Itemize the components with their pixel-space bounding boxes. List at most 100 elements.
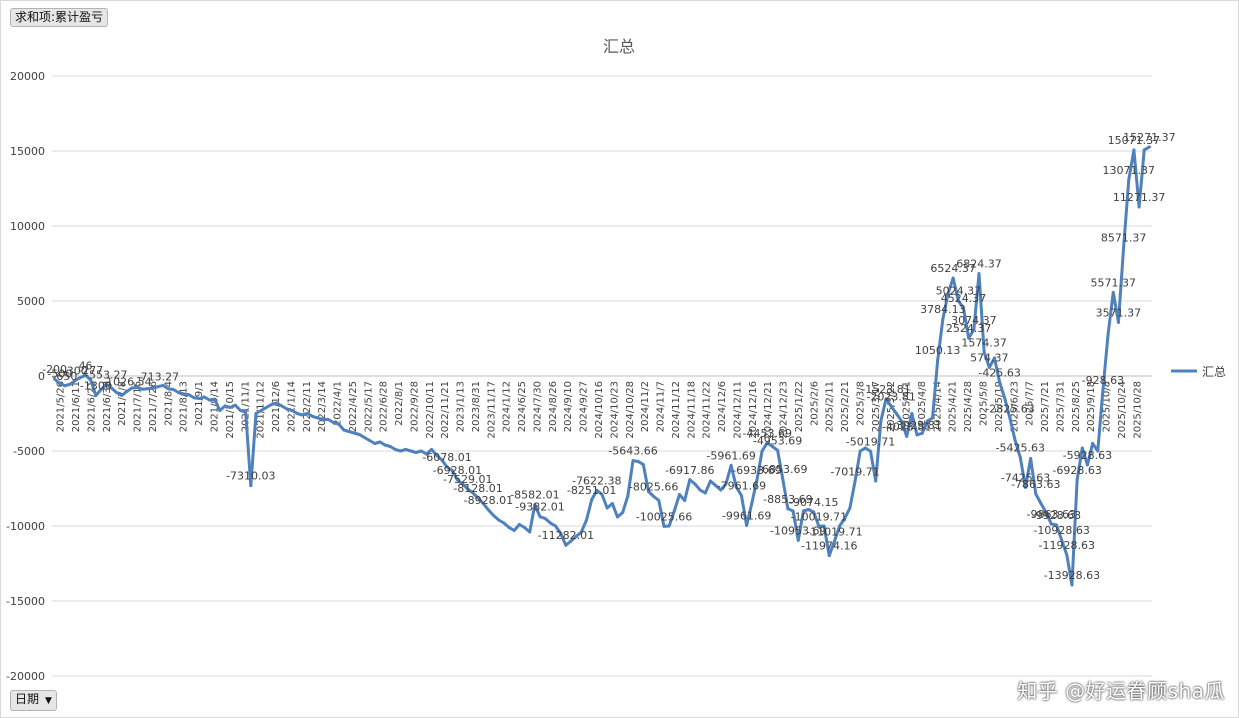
data-label: -5643.66	[608, 445, 657, 458]
series-segment	[1101, 332, 1110, 392]
series-segment	[528, 503, 537, 534]
x-tick-label: 2025/2/21	[840, 381, 851, 432]
series-segment	[667, 509, 676, 528]
data-label: -8853.69	[763, 493, 812, 506]
x-tick-label: 2022/1/14	[286, 381, 297, 432]
x-tick-label: 2025/3/8	[855, 381, 866, 426]
series-segment	[1023, 457, 1033, 489]
x-tick-label: 2025/7/31	[1055, 381, 1066, 432]
x-tick-label: 2022/2/11	[302, 381, 313, 432]
data-label: -13928.63	[1044, 569, 1100, 582]
data-label: -5425.63	[996, 441, 1045, 454]
series-segment	[874, 419, 883, 483]
data-label: -9928.63	[1032, 509, 1081, 522]
data-label: -10928.63	[1033, 524, 1089, 537]
data-label: -10953.69	[770, 524, 826, 537]
series-segment	[585, 498, 594, 522]
series-segment	[450, 469, 459, 482]
series-segment	[982, 350, 991, 369]
series-segment	[554, 524, 563, 535]
series-segment	[920, 419, 929, 435]
x-tick-label: 2022/8/1	[394, 381, 405, 426]
series-segment	[89, 378, 98, 397]
series-segment	[213, 397, 222, 412]
dropdown-arrow-icon: ▼	[45, 696, 52, 706]
x-tick-label: 2024/12/11	[732, 381, 743, 439]
gridlines	[52, 75, 1152, 677]
series-segment	[832, 524, 842, 543]
data-label: -9382.01	[515, 501, 564, 514]
y-tick-label: 10000	[10, 220, 45, 233]
data-label: -5928.63	[1063, 449, 1112, 462]
x-tick-label: 2021/10/15	[225, 381, 236, 439]
x-tick-label: 2025/9/18	[1086, 381, 1097, 432]
x-tick-label: 2022/6/28	[379, 381, 390, 432]
x-tick-label: 2025/4/14	[932, 381, 943, 432]
date-field-button[interactable]: 日期 ▼	[10, 690, 57, 711]
x-tick-label: 2021/12/6	[271, 381, 282, 432]
data-label: -8128.01	[453, 482, 502, 495]
x-tick-label: 2023/1/13	[456, 381, 467, 432]
x-tick-label: 2021/8/4	[163, 381, 174, 426]
series-segment	[936, 317, 945, 362]
value-field-button[interactable]: 求和项:累计盈亏	[10, 8, 109, 27]
x-tick-label: 2022/11/21	[440, 381, 451, 439]
data-label: 3571.37	[1096, 306, 1142, 319]
data-label: -9863.63	[1027, 508, 1076, 521]
data-label: -6917.86	[665, 464, 714, 477]
x-tick-label: 2024/12/6	[717, 381, 728, 432]
series-segment	[796, 509, 805, 542]
x-tick-label: 2025/2/6	[809, 381, 820, 426]
x-tick-label: 2025/8/25	[1071, 381, 1082, 432]
series-segment	[1039, 502, 1048, 514]
data-label: -8928.01	[464, 494, 513, 507]
data-label: 11271.37	[1113, 191, 1166, 204]
data-label: -10025.66	[636, 510, 692, 523]
series-segment	[1013, 439, 1022, 459]
data-label: -9961.69	[722, 509, 771, 522]
data-label: 8571.37	[1101, 231, 1147, 244]
y-tick-label: 15000	[10, 145, 45, 158]
series-segment	[941, 292, 950, 321]
series-segment	[745, 502, 754, 527]
data-label: -200	[42, 363, 67, 376]
data-label: -11282.01	[538, 529, 594, 542]
series-segment	[533, 503, 542, 519]
series-segment	[760, 441, 769, 453]
data-label: 6524.37	[930, 262, 976, 275]
data-label: -7863.63	[1011, 478, 1060, 491]
data-label: -2023.81	[866, 390, 915, 403]
y-tick-label: 0	[38, 370, 45, 383]
x-tick-label: 2024/8/26	[548, 381, 559, 432]
series-segment	[244, 410, 253, 488]
x-tick-label: 2021/9/14	[209, 381, 220, 432]
legend-label: 汇总	[1202, 365, 1226, 379]
x-tick-label: 2025/5/8	[979, 381, 990, 426]
series-segment	[1142, 145, 1151, 152]
data-label: -7961.69	[717, 479, 766, 492]
data-label: 15071.37	[1108, 134, 1161, 147]
series-segment	[894, 412, 904, 423]
series-segment	[962, 306, 971, 340]
series-segment	[1122, 178, 1131, 249]
data-label: -6078.01	[422, 451, 471, 464]
series-segment	[734, 485, 743, 497]
series-segment	[992, 356, 1002, 384]
data-label: -3923.81	[892, 419, 941, 432]
date-field-label: 日期	[15, 692, 40, 706]
data-label: -277	[78, 364, 103, 377]
data-label: -650	[52, 370, 77, 383]
series-segment	[1008, 416, 1017, 442]
x-tick-label: 2024/10/16	[594, 381, 605, 439]
x-tick-label: 2024/12/16	[748, 381, 759, 439]
data-label: -713.27	[137, 371, 179, 384]
series-segment	[910, 412, 919, 437]
series-segment	[822, 524, 831, 558]
x-tick-label: 2024/1/12	[502, 381, 513, 432]
x-tick-label: 2025/5/19	[994, 381, 1005, 432]
data-label: 4524.37	[941, 292, 987, 305]
x-tick-label: 2021/7/8	[117, 381, 128, 426]
series-segment	[579, 518, 589, 534]
y-tick-label: -5000	[13, 445, 45, 458]
data-label: -6933.69	[732, 464, 781, 477]
